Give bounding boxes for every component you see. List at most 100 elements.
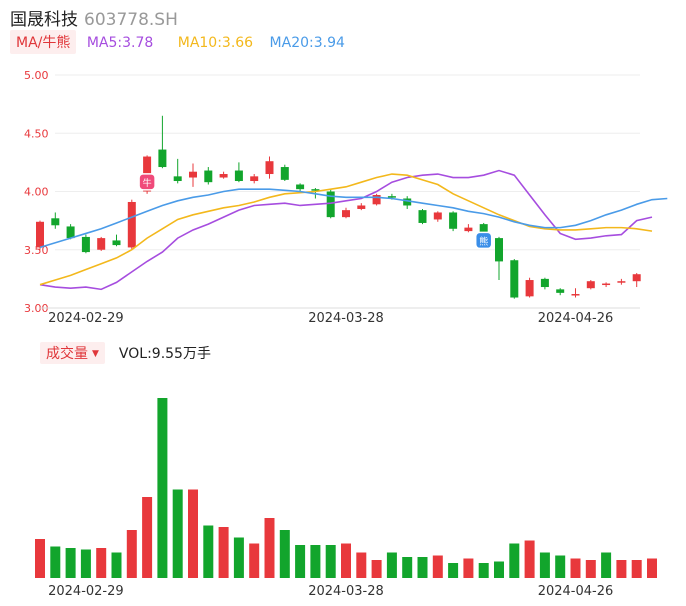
volume-value: VOL:9.55万手 <box>118 346 211 362</box>
volume-bar <box>50 546 61 578</box>
volume-bar <box>509 543 520 578</box>
volume-indicator-tab[interactable]: 成交量 ▼ <box>40 342 105 364</box>
candle-body <box>403 198 412 206</box>
candle-body <box>219 174 228 178</box>
candle-body <box>602 283 611 286</box>
candle-body <box>464 227 473 232</box>
volume-bar <box>142 497 153 578</box>
volume-bar <box>386 552 397 578</box>
volume-bar <box>295 545 306 578</box>
ma-line-ma20 <box>39 188 668 249</box>
candle-body <box>173 176 182 182</box>
candle-body <box>586 281 595 289</box>
ma10-value: MA10:3.66 <box>177 35 254 51</box>
ma-line-ma5 <box>39 169 653 291</box>
stock-header: 国晟科技 603778.SH <box>10 5 178 30</box>
volume-bar <box>279 530 290 578</box>
y-tick-label: 3.00 <box>24 302 49 315</box>
ma5-value: MA5:3.78 <box>86 35 154 51</box>
volume-bar <box>65 548 76 578</box>
bear-marker-icon <box>474 231 493 250</box>
candle-body <box>311 189 320 191</box>
volume-bar <box>647 558 657 578</box>
candle-body <box>449 212 458 229</box>
volume-bar <box>585 560 596 578</box>
volume-bar <box>218 527 229 578</box>
candle-body <box>326 191 335 218</box>
candle-body <box>479 224 488 239</box>
volume-bar <box>172 489 183 578</box>
y-tick-label: 5.00 <box>24 69 49 82</box>
volume-bar <box>126 530 137 578</box>
volume-bar <box>80 549 91 578</box>
stock-code: 603778.SH <box>84 10 178 30</box>
y-tick-label: 4.50 <box>24 127 49 140</box>
volume-bar <box>96 548 107 578</box>
volume-bar <box>601 552 612 578</box>
candle-body <box>265 161 274 175</box>
candle-body <box>66 226 75 239</box>
volume-bar <box>310 545 321 578</box>
candle-body <box>342 210 350 218</box>
candle-body <box>357 205 366 209</box>
volume-bar <box>539 552 550 578</box>
volume-bar <box>371 560 382 578</box>
volume-bar <box>463 558 474 578</box>
candle-body <box>372 194 381 205</box>
volume-bar <box>448 563 459 578</box>
volume-bar <box>111 552 122 578</box>
ma-line-ma10 <box>39 173 653 286</box>
candle-body <box>158 149 167 168</box>
candle-body <box>525 280 534 297</box>
x-tick-label: 2024-02-29 <box>48 584 124 599</box>
bear-marker-label: 熊 <box>479 235 488 247</box>
candle-body <box>81 236 90 253</box>
volume-bar <box>356 552 367 578</box>
volume-bar <box>341 543 351 578</box>
candle-body <box>433 212 442 220</box>
x-tick-label: 2024-02-29 <box>48 311 124 326</box>
candle-body <box>617 281 626 283</box>
volume-bar <box>494 561 504 578</box>
x-tick-label: 2024-03-28 <box>308 311 384 326</box>
volume-bar <box>35 539 45 578</box>
volume-bar <box>203 525 214 578</box>
candle-body <box>418 210 427 223</box>
volume-bar <box>264 518 275 578</box>
candle-body <box>112 240 121 246</box>
volume-bar <box>157 398 168 578</box>
ma-legend: MA/牛熊 MA5:3.78 MA10:3.66 MA20:3.94 <box>10 30 345 54</box>
volume-bar <box>478 563 489 578</box>
volume-bar <box>555 555 566 578</box>
candle-body <box>495 238 503 262</box>
candle-body <box>127 201 136 248</box>
candle-body <box>234 170 243 182</box>
candle-body <box>97 238 106 250</box>
volume-bar <box>417 557 428 578</box>
candle-body <box>296 184 305 190</box>
candle-body <box>280 167 289 180</box>
candle-body <box>250 176 259 182</box>
volume-bar <box>616 560 627 578</box>
volume-bar <box>249 543 260 578</box>
volume-bar <box>631 560 642 578</box>
candle-body <box>632 274 641 282</box>
stock-name: 国晟科技 <box>10 10 78 30</box>
volume-legend: 成交量 ▼ VOL:9.55万手 <box>40 342 211 364</box>
x-tick-label: 2024-04-26 <box>538 584 614 599</box>
x-tick-label: 2024-04-26 <box>538 311 614 326</box>
volume-bar <box>570 558 581 578</box>
candle-body <box>387 196 396 198</box>
candle-body <box>36 221 44 248</box>
volume-bar <box>233 537 244 578</box>
volume-bar <box>524 540 535 578</box>
dropdown-arrow-icon: ▼ <box>92 349 99 359</box>
ma-indicator-tab[interactable]: MA/牛熊 <box>10 30 77 54</box>
candle-body <box>556 289 565 293</box>
bull-marker-icon <box>138 173 156 191</box>
candle-body <box>189 171 197 178</box>
candle-body <box>204 170 213 183</box>
volume-bar <box>432 555 443 578</box>
candle-body <box>510 260 519 298</box>
